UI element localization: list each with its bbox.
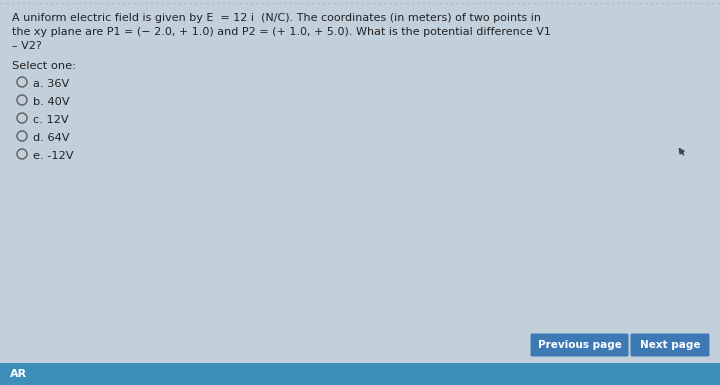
Text: d. 64V: d. 64V [33,133,70,143]
Text: Next page: Next page [640,340,701,350]
Text: a. 36V: a. 36V [33,79,69,89]
FancyBboxPatch shape [631,333,709,357]
Text: e. -12V: e. -12V [33,151,73,161]
Text: AR: AR [10,369,27,379]
FancyBboxPatch shape [531,333,629,357]
Text: the xy plane are P1 = (− 2.0, + 1.0) and P2 = (+ 1.0, + 5.0). What is the potent: the xy plane are P1 = (− 2.0, + 1.0) and… [12,27,551,37]
Text: Select one:: Select one: [12,61,76,71]
Text: c. 12V: c. 12V [33,115,68,125]
Text: Previous page: Previous page [538,340,621,350]
Text: A uniform electric field is given by E  = 12 i  (N/C). The coordinates (in meter: A uniform electric field is given by E =… [12,13,541,23]
Text: – V2?: – V2? [12,41,42,51]
Text: b. 40V: b. 40V [33,97,70,107]
Bar [0,363,720,385]
